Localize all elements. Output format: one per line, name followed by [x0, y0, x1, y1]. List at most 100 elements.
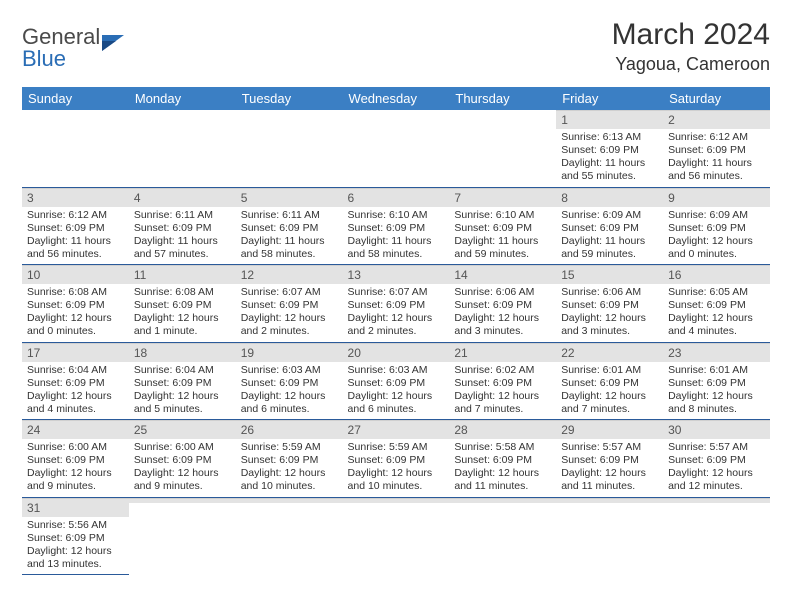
calendar-cell	[129, 110, 236, 187]
day-data: Sunrise: 6:02 AMSunset: 6:09 PMDaylight:…	[449, 362, 556, 420]
day-number: 2	[663, 110, 770, 129]
calendar-cell: 28Sunrise: 5:58 AMSunset: 6:09 PMDayligh…	[449, 420, 556, 498]
calendar-cell	[22, 110, 129, 187]
day-data: Sunrise: 6:13 AMSunset: 6:09 PMDaylight:…	[556, 129, 663, 187]
calendar-cell: 22Sunrise: 6:01 AMSunset: 6:09 PMDayligh…	[556, 342, 663, 420]
day-data: Sunrise: 6:06 AMSunset: 6:09 PMDaylight:…	[556, 284, 663, 342]
day-number: 16	[663, 265, 770, 284]
day-data: Sunrise: 5:59 AMSunset: 6:09 PMDaylight:…	[236, 439, 343, 497]
day-number: 27	[343, 420, 450, 439]
day-number: 25	[129, 420, 236, 439]
day-data: Sunrise: 6:11 AMSunset: 6:09 PMDaylight:…	[129, 207, 236, 265]
calendar-cell: 18Sunrise: 6:04 AMSunset: 6:09 PMDayligh…	[129, 342, 236, 420]
day-data: Sunrise: 6:07 AMSunset: 6:09 PMDaylight:…	[236, 284, 343, 342]
calendar-cell: 8Sunrise: 6:09 AMSunset: 6:09 PMDaylight…	[556, 187, 663, 265]
calendar-cell	[343, 110, 450, 187]
day-data: Sunrise: 6:03 AMSunset: 6:09 PMDaylight:…	[343, 362, 450, 420]
day-data: Sunrise: 6:12 AMSunset: 6:09 PMDaylight:…	[663, 129, 770, 187]
day-number: 24	[22, 420, 129, 439]
logo-text: General Blue	[22, 26, 100, 70]
day-number: 21	[449, 343, 556, 362]
calendar-cell: 15Sunrise: 6:06 AMSunset: 6:09 PMDayligh…	[556, 265, 663, 343]
day-data: Sunrise: 5:57 AMSunset: 6:09 PMDaylight:…	[663, 439, 770, 497]
day-number: 28	[449, 420, 556, 439]
weekday-header: Friday	[556, 87, 663, 110]
day-number: 3	[22, 188, 129, 207]
weekday-header: Wednesday	[343, 87, 450, 110]
day-data: Sunrise: 6:09 AMSunset: 6:09 PMDaylight:…	[556, 207, 663, 265]
flag-icon	[102, 33, 130, 58]
calendar-cell	[556, 497, 663, 575]
calendar-cell: 14Sunrise: 6:06 AMSunset: 6:09 PMDayligh…	[449, 265, 556, 343]
day-data: Sunrise: 6:01 AMSunset: 6:09 PMDaylight:…	[663, 362, 770, 420]
calendar-cell: 11Sunrise: 6:08 AMSunset: 6:09 PMDayligh…	[129, 265, 236, 343]
calendar-cell: 24Sunrise: 6:00 AMSunset: 6:09 PMDayligh…	[22, 420, 129, 498]
calendar-cell	[449, 110, 556, 187]
day-data: Sunrise: 6:11 AMSunset: 6:09 PMDaylight:…	[236, 207, 343, 265]
calendar-cell: 26Sunrise: 5:59 AMSunset: 6:09 PMDayligh…	[236, 420, 343, 498]
weekday-header-row: Sunday Monday Tuesday Wednesday Thursday…	[22, 87, 770, 110]
day-data: Sunrise: 6:07 AMSunset: 6:09 PMDaylight:…	[343, 284, 450, 342]
day-number: 10	[22, 265, 129, 284]
calendar-cell	[236, 497, 343, 575]
calendar-cell: 13Sunrise: 6:07 AMSunset: 6:09 PMDayligh…	[343, 265, 450, 343]
month-title: March 2024	[612, 18, 770, 52]
day-data: Sunrise: 6:06 AMSunset: 6:09 PMDaylight:…	[449, 284, 556, 342]
day-number: 23	[663, 343, 770, 362]
weekday-header: Saturday	[663, 87, 770, 110]
title-block: March 2024 Yagoua, Cameroon	[612, 18, 770, 75]
calendar-cell: 20Sunrise: 6:03 AMSunset: 6:09 PMDayligh…	[343, 342, 450, 420]
calendar-row: 1Sunrise: 6:13 AMSunset: 6:09 PMDaylight…	[22, 110, 770, 187]
calendar-cell: 23Sunrise: 6:01 AMSunset: 6:09 PMDayligh…	[663, 342, 770, 420]
day-number: 26	[236, 420, 343, 439]
day-number: 31	[22, 498, 129, 517]
calendar-cell: 12Sunrise: 6:07 AMSunset: 6:09 PMDayligh…	[236, 265, 343, 343]
header: General Blue March 2024 Yagoua, Cameroon	[22, 18, 770, 75]
calendar-cell	[449, 497, 556, 575]
weekday-header: Sunday	[22, 87, 129, 110]
weekday-header: Thursday	[449, 87, 556, 110]
day-number: 6	[343, 188, 450, 207]
day-number: 7	[449, 188, 556, 207]
day-data: Sunrise: 6:03 AMSunset: 6:09 PMDaylight:…	[236, 362, 343, 420]
calendar-row: 3Sunrise: 6:12 AMSunset: 6:09 PMDaylight…	[22, 187, 770, 265]
day-number: 14	[449, 265, 556, 284]
calendar-cell: 2Sunrise: 6:12 AMSunset: 6:09 PMDaylight…	[663, 110, 770, 187]
day-number: 17	[22, 343, 129, 362]
calendar-cell: 3Sunrise: 6:12 AMSunset: 6:09 PMDaylight…	[22, 187, 129, 265]
day-data: Sunrise: 6:08 AMSunset: 6:09 PMDaylight:…	[22, 284, 129, 342]
calendar-cell: 10Sunrise: 6:08 AMSunset: 6:09 PMDayligh…	[22, 265, 129, 343]
calendar-cell: 16Sunrise: 6:05 AMSunset: 6:09 PMDayligh…	[663, 265, 770, 343]
calendar-row: 24Sunrise: 6:00 AMSunset: 6:09 PMDayligh…	[22, 420, 770, 498]
weekday-header: Tuesday	[236, 87, 343, 110]
logo-text-part2: Blue	[22, 46, 66, 71]
day-number: 30	[663, 420, 770, 439]
day-data: Sunrise: 6:04 AMSunset: 6:09 PMDaylight:…	[129, 362, 236, 420]
calendar-body: 1Sunrise: 6:13 AMSunset: 6:09 PMDaylight…	[22, 110, 770, 575]
calendar-cell: 27Sunrise: 5:59 AMSunset: 6:09 PMDayligh…	[343, 420, 450, 498]
calendar-cell: 5Sunrise: 6:11 AMSunset: 6:09 PMDaylight…	[236, 187, 343, 265]
day-data: Sunrise: 5:58 AMSunset: 6:09 PMDaylight:…	[449, 439, 556, 497]
calendar-cell: 9Sunrise: 6:09 AMSunset: 6:09 PMDaylight…	[663, 187, 770, 265]
day-data: Sunrise: 6:12 AMSunset: 6:09 PMDaylight:…	[22, 207, 129, 265]
calendar-cell	[236, 110, 343, 187]
calendar-cell: 30Sunrise: 5:57 AMSunset: 6:09 PMDayligh…	[663, 420, 770, 498]
day-data: Sunrise: 5:59 AMSunset: 6:09 PMDaylight:…	[343, 439, 450, 497]
day-number: 22	[556, 343, 663, 362]
calendar-cell: 17Sunrise: 6:04 AMSunset: 6:09 PMDayligh…	[22, 342, 129, 420]
calendar-cell: 31Sunrise: 5:56 AMSunset: 6:09 PMDayligh…	[22, 497, 129, 575]
calendar-cell: 1Sunrise: 6:13 AMSunset: 6:09 PMDaylight…	[556, 110, 663, 187]
day-data: Sunrise: 5:56 AMSunset: 6:09 PMDaylight:…	[22, 517, 129, 575]
logo: General Blue	[22, 26, 130, 70]
day-data: Sunrise: 6:08 AMSunset: 6:09 PMDaylight:…	[129, 284, 236, 342]
calendar-cell: 6Sunrise: 6:10 AMSunset: 6:09 PMDaylight…	[343, 187, 450, 265]
day-number: 5	[236, 188, 343, 207]
day-number: 20	[343, 343, 450, 362]
calendar-cell: 25Sunrise: 6:00 AMSunset: 6:09 PMDayligh…	[129, 420, 236, 498]
day-data: Sunrise: 6:00 AMSunset: 6:09 PMDaylight:…	[22, 439, 129, 497]
day-data: Sunrise: 6:09 AMSunset: 6:09 PMDaylight:…	[663, 207, 770, 265]
day-data: Sunrise: 6:04 AMSunset: 6:09 PMDaylight:…	[22, 362, 129, 420]
day-data: Sunrise: 5:57 AMSunset: 6:09 PMDaylight:…	[556, 439, 663, 497]
day-data: Sunrise: 6:10 AMSunset: 6:09 PMDaylight:…	[343, 207, 450, 265]
calendar-row: 17Sunrise: 6:04 AMSunset: 6:09 PMDayligh…	[22, 342, 770, 420]
